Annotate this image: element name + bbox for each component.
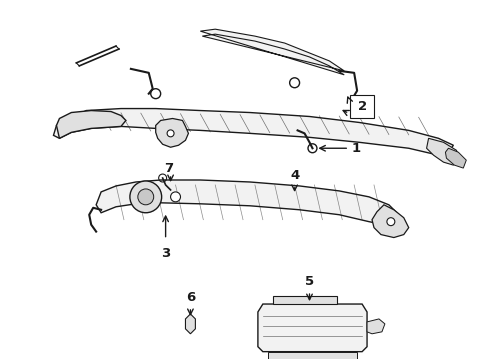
- FancyBboxPatch shape: [350, 95, 374, 118]
- Polygon shape: [200, 29, 344, 75]
- Polygon shape: [367, 319, 385, 334]
- Circle shape: [171, 192, 180, 202]
- Text: 4: 4: [290, 169, 299, 182]
- Circle shape: [138, 189, 154, 205]
- Circle shape: [167, 130, 174, 137]
- Polygon shape: [185, 314, 196, 334]
- Polygon shape: [258, 304, 367, 352]
- Text: 1: 1: [351, 142, 360, 155]
- Polygon shape: [427, 138, 460, 165]
- Polygon shape: [96, 180, 399, 225]
- Text: 3: 3: [161, 247, 170, 261]
- Text: 7: 7: [164, 162, 173, 175]
- Text: 6: 6: [186, 291, 195, 304]
- Polygon shape: [156, 118, 189, 147]
- Circle shape: [130, 181, 162, 213]
- Polygon shape: [268, 352, 357, 360]
- Polygon shape: [445, 148, 466, 168]
- Polygon shape: [273, 296, 337, 304]
- Text: 2: 2: [358, 100, 367, 113]
- Polygon shape: [53, 109, 453, 155]
- Circle shape: [387, 218, 395, 226]
- Polygon shape: [372, 205, 409, 238]
- Polygon shape: [56, 111, 126, 138]
- Text: 5: 5: [305, 275, 314, 288]
